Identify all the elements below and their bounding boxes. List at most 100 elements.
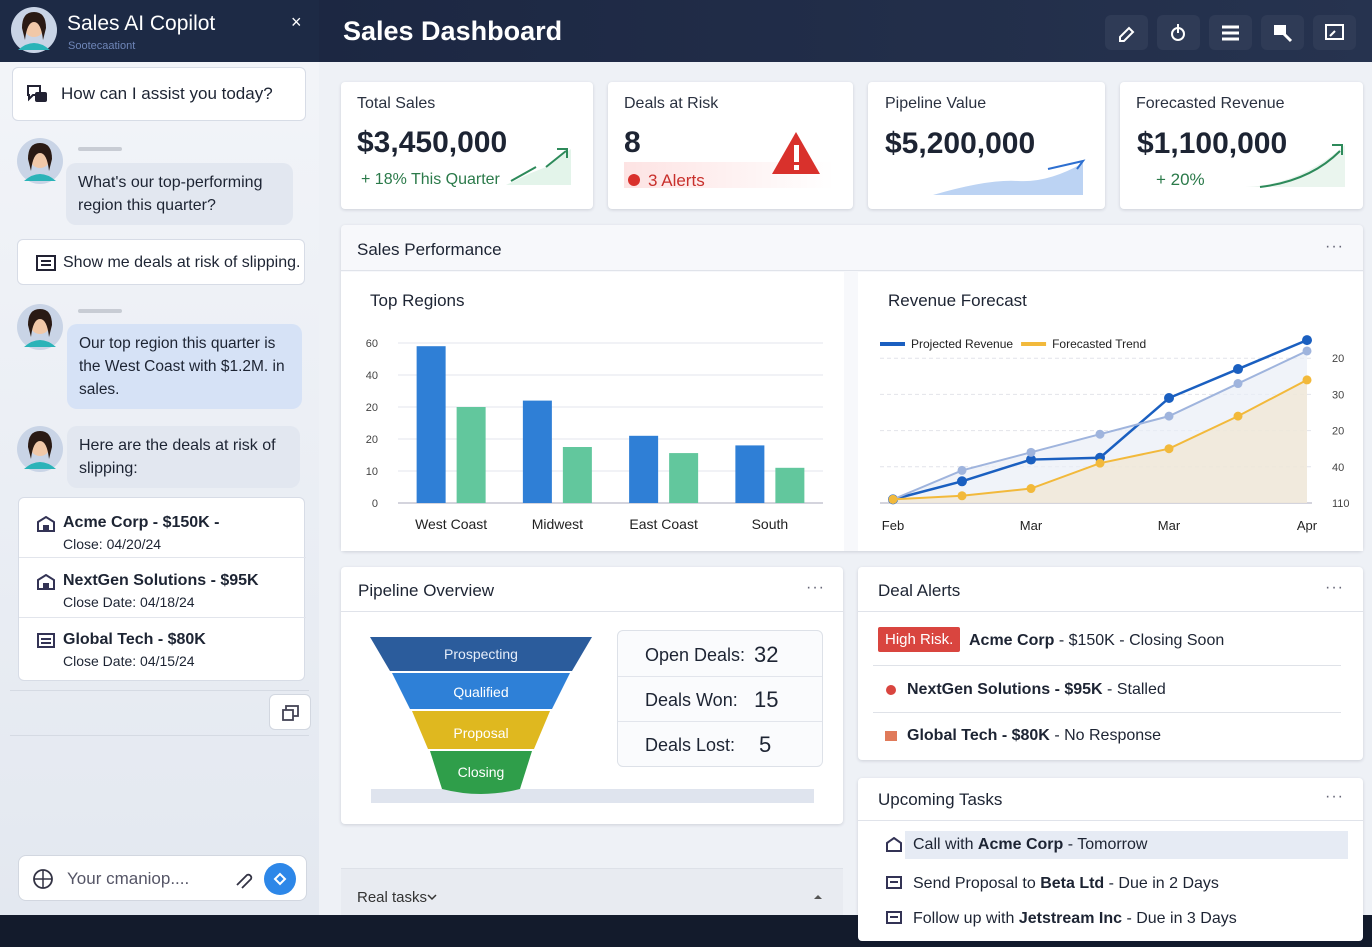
alert-name: NextGen Solutions - $95K	[907, 681, 1103, 698]
bot-message: Here are the deals at risk of slipping:	[67, 426, 300, 488]
point	[1302, 346, 1312, 356]
risk-badge: High Risk.	[878, 627, 961, 652]
kpi-label: Deals at Risk	[624, 95, 719, 112]
divider	[873, 665, 1341, 666]
point	[1233, 411, 1243, 421]
sidebar-subtitle: Sootecaationt	[68, 40, 136, 52]
sidebar: Sales AI Copilot Sootecaationt × How can…	[0, 0, 319, 915]
main-header: Sales Dashboard	[319, 0, 1372, 62]
greeting-text: How can I assist you today?	[61, 84, 273, 103]
avatar	[17, 426, 63, 472]
toolbar-button[interactable]	[1105, 15, 1148, 50]
more-button[interactable]: ···	[1325, 579, 1344, 596]
toolbar-button[interactable]	[1261, 15, 1304, 50]
y-tick-label: 40	[1332, 462, 1344, 474]
point	[1026, 484, 1036, 494]
deal-name: NextGen Solutions - $95K	[63, 572, 259, 589]
deal-close: Close Date: 04/18/24	[63, 594, 195, 610]
icon	[37, 574, 55, 590]
message-text: Show me deals at risk of slipping.	[63, 254, 301, 271]
y-tick-label: 110	[1332, 498, 1350, 510]
point	[1233, 379, 1243, 389]
funnel-stage: Prospecting	[444, 646, 518, 662]
bar	[669, 453, 699, 503]
x-tick-label: Feb	[882, 518, 904, 533]
point	[1026, 447, 1036, 457]
icon	[814, 895, 822, 899]
task-action: Send Proposal to	[913, 875, 1036, 892]
task-action: Call with	[913, 836, 974, 853]
divider	[618, 676, 822, 677]
y-tick-label: 20	[1332, 353, 1344, 365]
alert-item: Global Tech - $80K - No Response	[907, 727, 1161, 745]
task-item: Send Proposal to Beta Ltd - Due in 2 Day…	[913, 875, 1219, 893]
bar	[735, 445, 765, 503]
kpi-value: $5,200,000	[885, 127, 1036, 160]
stats-box: Open Deals: 32 Deals Won: 15 Deals Lost:…	[617, 630, 823, 767]
y-tick-label: 40	[366, 370, 378, 382]
kpi-card: Deals at Risk 8 3 Alerts	[608, 82, 853, 209]
typing-line	[78, 147, 122, 151]
alerts-card: Deal Alerts ··· High Risk. Acme Corp - $…	[858, 567, 1363, 760]
stat-label: Deals Won:	[645, 690, 738, 710]
toolbar-button[interactable]	[1313, 15, 1356, 50]
bar	[629, 435, 659, 503]
stat-label: Open Deals:	[645, 645, 746, 665]
kpi-label: Forecasted Revenue	[1136, 95, 1285, 112]
divider	[341, 270, 1363, 271]
y-tick-label: 10	[366, 466, 378, 478]
legend-label: Forecasted Trend	[1052, 337, 1146, 351]
icon	[36, 255, 56, 271]
bar	[522, 400, 552, 503]
icon	[885, 731, 897, 741]
bar	[456, 407, 486, 503]
input-placeholder: Your cmaniop....	[67, 869, 190, 888]
chat-input[interactable]: Your cmaniop....	[18, 855, 307, 901]
kpi-card: Forecasted Revenue $1,100,000 + 20%	[1120, 82, 1363, 209]
x-tick-label: Apr	[1297, 518, 1318, 533]
divider	[341, 611, 843, 612]
chart-title: Revenue Forecast	[888, 291, 1027, 310]
task-item: Call with Acme Corp - Tomorrow	[913, 836, 1147, 854]
pipeline-card: Pipeline Overview ··· Prospecting Qualif…	[341, 567, 843, 824]
y-tick-label: 20	[366, 434, 378, 446]
funnel-stage: Closing	[458, 764, 505, 780]
section-title: Upcoming Tasks	[878, 790, 1003, 809]
section-title: Sales Performance	[357, 240, 502, 259]
toolbar-button[interactable]	[1209, 15, 1252, 50]
kpi-note: 3 Alerts	[648, 171, 705, 190]
deal-name: Acme Corp - $150K -	[63, 514, 220, 531]
divider	[10, 735, 309, 736]
y-tick-label: 20	[1332, 426, 1344, 438]
divider	[618, 721, 822, 722]
more-button[interactable]: ···	[806, 579, 825, 596]
kpi-note: + 20%	[1156, 170, 1205, 189]
section-title: Pipeline Overview	[358, 581, 495, 600]
point	[957, 491, 967, 501]
deal-item: NextGen Solutions - $95K Close Date: 04/…	[19, 558, 306, 618]
tasks-card: Upcoming Tasks ··· Call with Acme Corp -…	[858, 778, 1363, 941]
icon	[1171, 24, 1185, 41]
toolbar-button[interactable]	[1157, 15, 1200, 50]
sidebar-title: Sales AI Copilot	[67, 12, 216, 35]
copy-button[interactable]	[269, 694, 311, 730]
task-target: Beta Ltd	[1040, 875, 1105, 892]
stat-label: Deals Lost:	[645, 735, 736, 755]
icon	[33, 869, 53, 889]
deal-list: Acme Corp - $150K - Close: 04/20/24 Next…	[18, 497, 306, 681]
attach-button[interactable]	[232, 868, 254, 890]
more-button[interactable]: ···	[1325, 238, 1344, 255]
point	[1302, 375, 1312, 385]
point	[1095, 458, 1105, 468]
more-button[interactable]: ···	[1325, 788, 1344, 805]
close-button[interactable]: ×	[291, 12, 302, 32]
send-button[interactable]	[263, 862, 297, 896]
deal-item: Acme Corp - $150K - Close: 04/20/24	[19, 498, 306, 558]
tasks-footer[interactable]: Real tasks	[341, 868, 843, 915]
icon	[1119, 26, 1135, 42]
x-tick-label: East Coast	[629, 516, 698, 532]
icon	[886, 876, 902, 889]
avatar	[17, 138, 63, 184]
alert-detail: - No Response	[1054, 727, 1162, 744]
divider	[10, 690, 309, 691]
